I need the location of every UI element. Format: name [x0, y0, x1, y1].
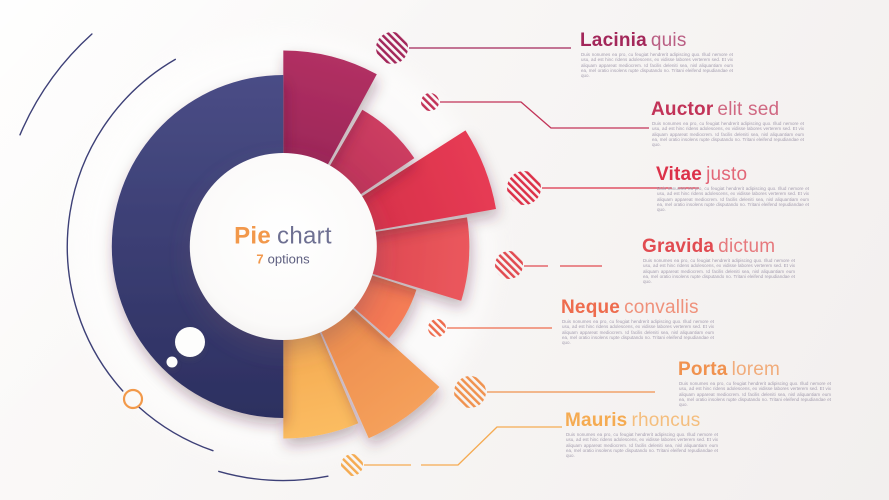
decorative-arc — [66, 58, 176, 392]
label-porta: Porta lorem Duis nonumes ea pro, cu feugi… — [678, 360, 836, 407]
label-gravida-word1: Gravida — [642, 236, 715, 257]
hatch-circle-auctor — [421, 93, 439, 111]
label-vitae-description: Duis nonumes ea pro, cu feugiat hendreri… — [657, 186, 809, 213]
label-lacinia-heading: Lacinia quis — [580, 31, 738, 50]
accent-ring — [122, 388, 144, 410]
label-lacinia-word1: Lacinia — [580, 30, 647, 51]
chart-subtitle: 7 options — [234, 252, 332, 267]
label-neque: Neque convallis Duis nonumes ea pro, cu f… — [561, 298, 719, 345]
label-porta-word1: Porta — [678, 359, 728, 380]
label-gravida-word2: dictum — [718, 236, 776, 257]
label-gravida-heading: Gravida dictum — [642, 237, 800, 256]
label-gravida-description: Duis nonumes ea pro, cu feugiat hendreri… — [643, 258, 795, 285]
label-mauris-description: Duis nonumes ea pro, cu feugiat hendreri… — [566, 432, 718, 459]
label-neque-word2: convallis — [624, 297, 699, 318]
label-auctor: Auctor elit sed Duis nonumes ea pro, cu f… — [651, 100, 809, 147]
label-mauris-word1: Mauris — [565, 410, 628, 431]
label-lacinia: Lacinia quis Duis nonumes ea pro, cu feug… — [580, 31, 738, 78]
hatch-circle-porta — [454, 376, 486, 408]
label-vitae-word1: Vitae — [656, 164, 703, 185]
hatch-circle-vitae — [507, 171, 541, 205]
hatch-circle-lacinia — [376, 32, 408, 64]
label-mauris-heading: Mauris rhoncus — [565, 411, 723, 430]
pie-segment-gravida — [283, 217, 470, 301]
decorative-arc — [218, 470, 329, 482]
label-auctor-word1: Auctor — [651, 99, 714, 120]
chart-subtitle-rest: options — [267, 251, 310, 267]
chart-title: Pie chart — [234, 222, 332, 250]
chart-title-accent: Pie — [234, 222, 272, 250]
label-auctor-word2: elit sed — [717, 99, 780, 120]
connector-auctor — [440, 101, 649, 129]
decorative-arc — [19, 33, 93, 136]
label-auctor-description: Duis nonumes ea pro, cu feugiat hendreri… — [652, 121, 804, 148]
label-neque-word1: Neque — [561, 297, 621, 318]
label-vitae-heading: Vitae justo — [656, 165, 814, 184]
label-porta-word2: lorem — [731, 359, 781, 380]
label-porta-description: Duis nonumes ea pro, cu feugiat hendreri… — [679, 381, 831, 408]
label-mauris: Mauris rhoncus Duis nonumes ea pro, cu fe… — [565, 411, 723, 458]
chart-subtitle-count: 7 — [256, 251, 264, 267]
bubble-large — [175, 327, 205, 357]
label-auctor-heading: Auctor elit sed — [651, 100, 809, 119]
label-neque-description: Duis nonumes ea pro, cu feugiat hendreri… — [562, 319, 714, 346]
center-disc — [189, 153, 377, 340]
label-vitae-word2: justo — [706, 164, 748, 185]
chart-center-title: Pie chart 7 options — [234, 222, 332, 267]
label-neque-heading: Neque convallis — [561, 298, 719, 317]
chart-title-rest: chart — [277, 222, 332, 250]
connector-mauris — [421, 426, 562, 466]
hatch-circle-mauris — [341, 454, 363, 476]
label-mauris-word2: rhoncus — [631, 410, 701, 431]
label-lacinia-word2: quis — [650, 30, 687, 51]
hatch-circle-neque — [428, 319, 446, 337]
hatch-circle-gravida — [495, 251, 523, 279]
label-gravida: Gravida dictum Duis nonumes ea pro, cu fe… — [642, 237, 800, 284]
label-porta-heading: Porta lorem — [678, 360, 836, 379]
decorative-arc — [138, 406, 214, 452]
label-lacinia-description: Duis nonumes ea pro, cu feugiat hendreri… — [581, 52, 733, 79]
label-vitae: Vitae justo Duis nonumes ea pro, cu feugi… — [656, 165, 814, 212]
bubble-small — [166, 356, 178, 368]
